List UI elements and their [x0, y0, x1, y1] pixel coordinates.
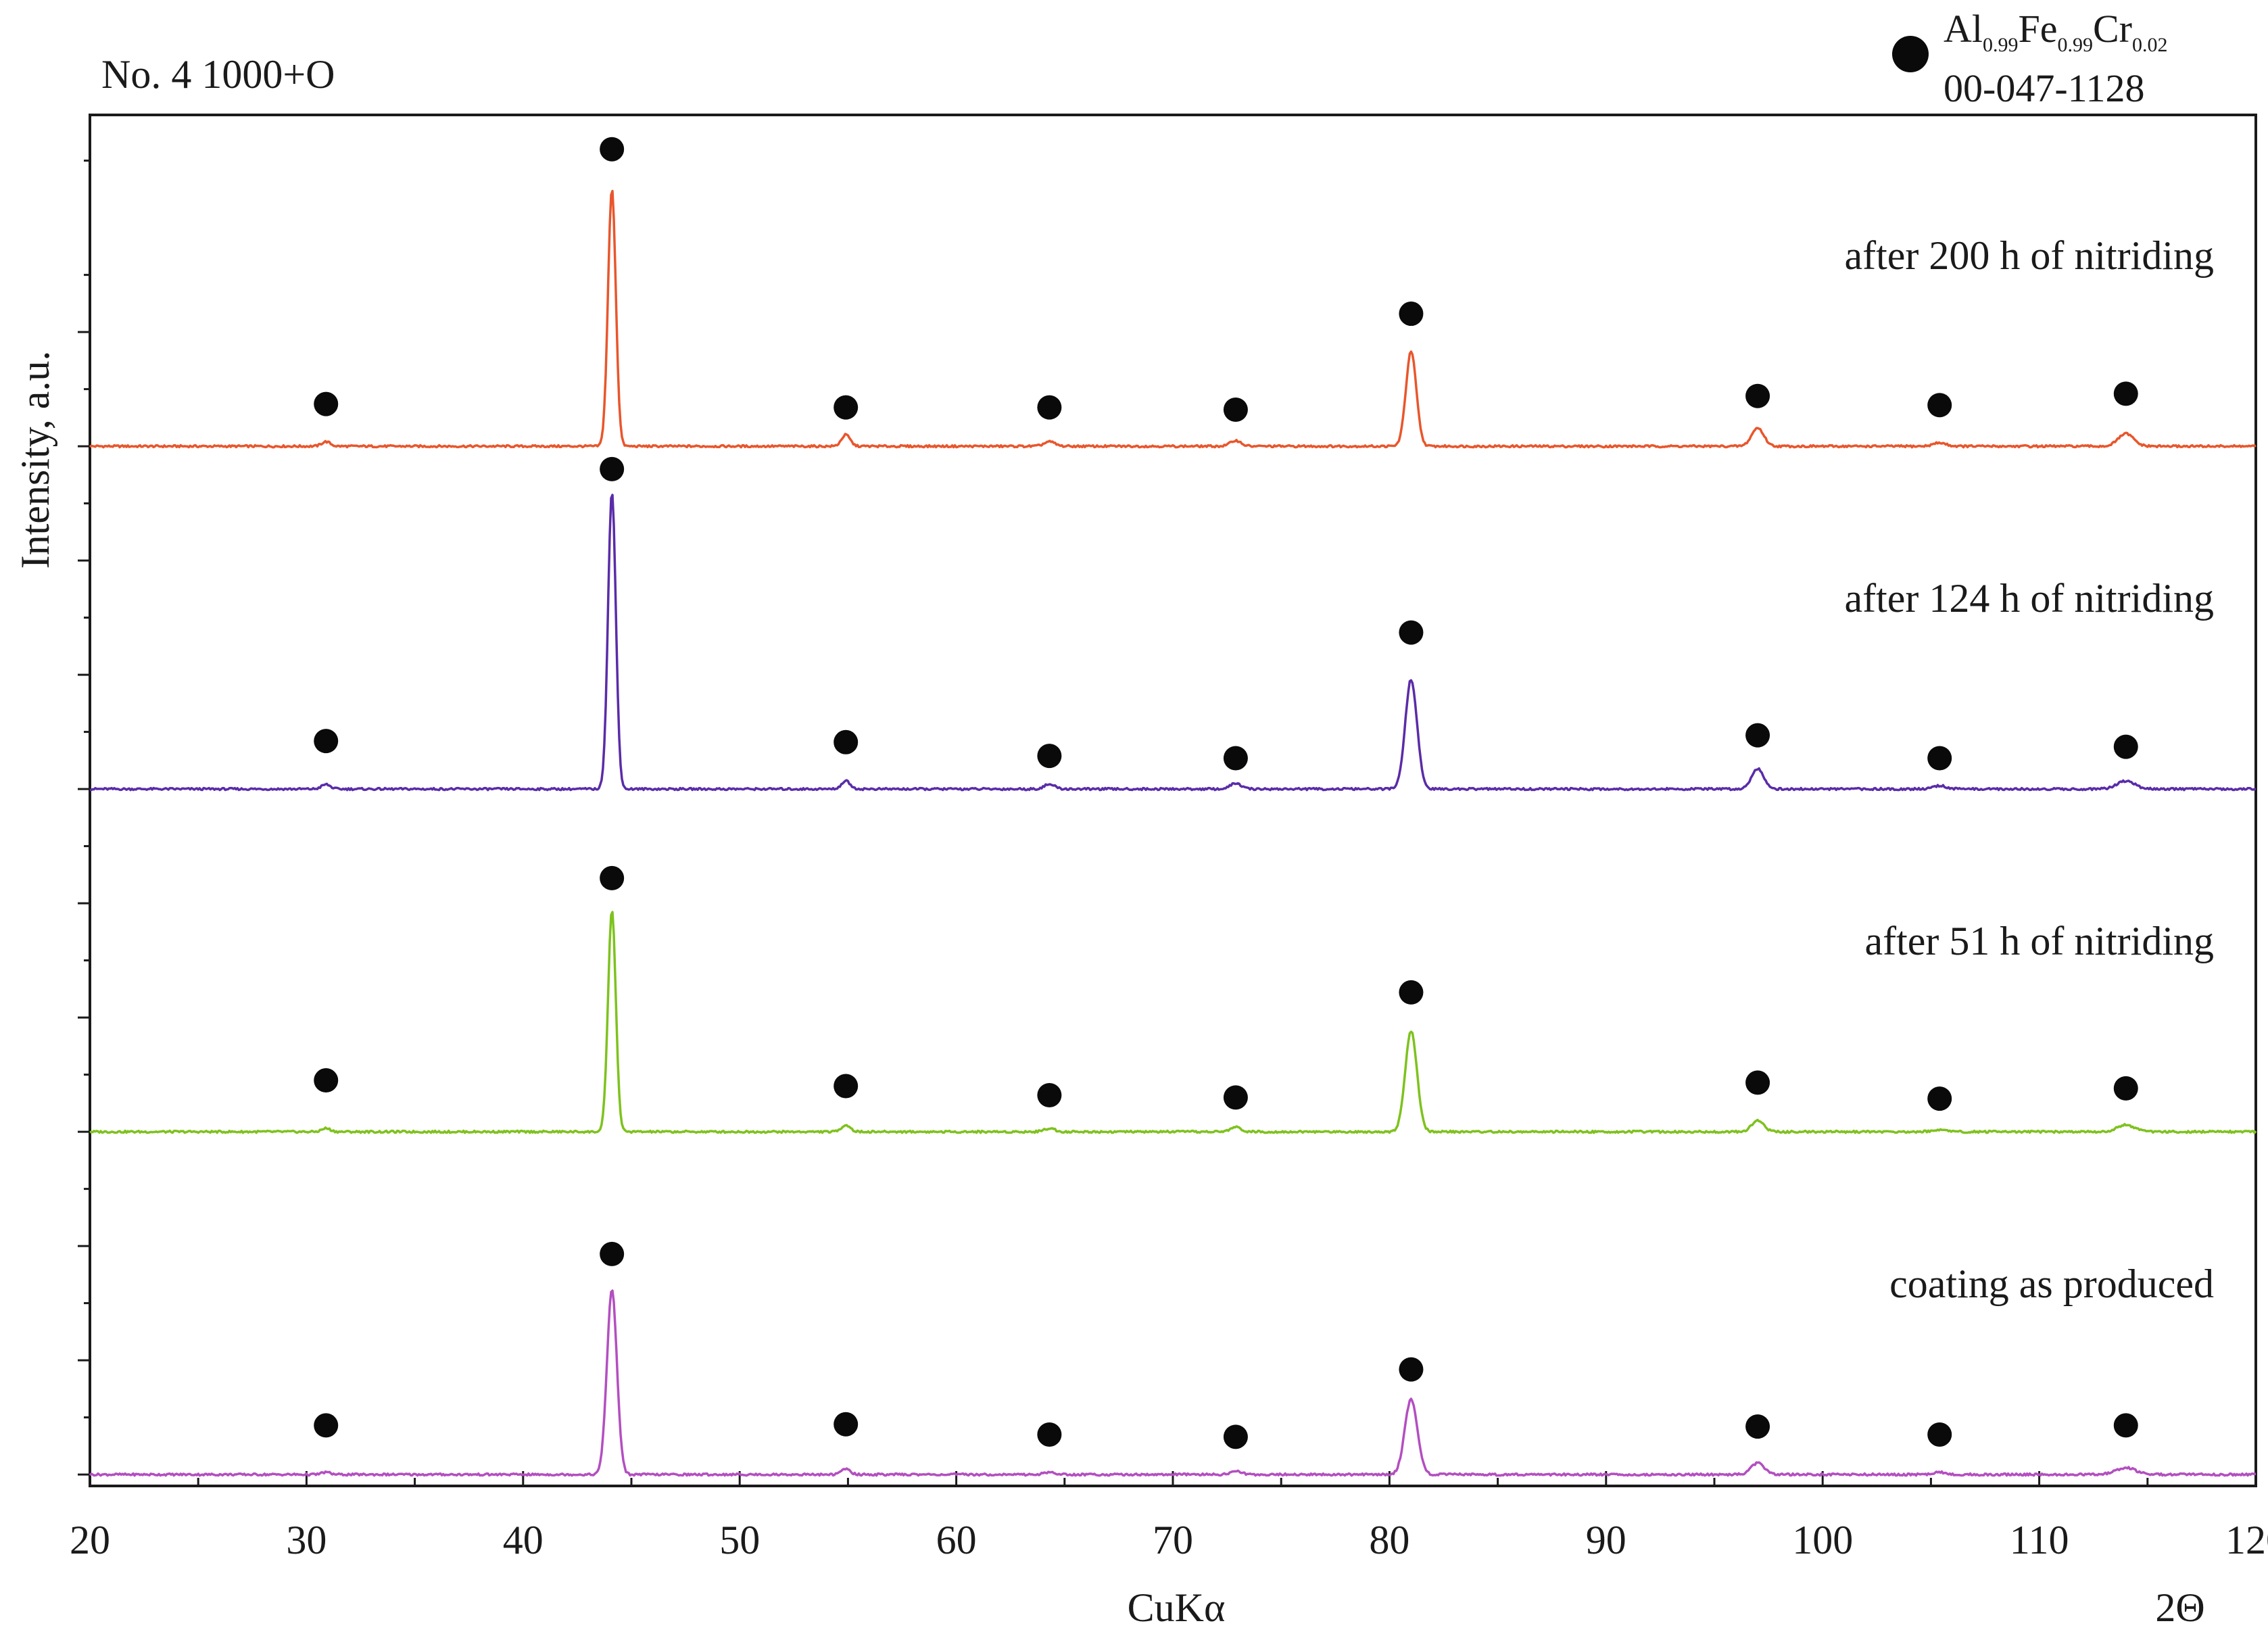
phase-marker — [1745, 383, 1770, 408]
phase-marker — [600, 456, 625, 481]
y-axis-label: Intensity, a.u. — [13, 351, 57, 569]
phase-marker — [1745, 1070, 1770, 1095]
x-tick-label: 60 — [936, 1518, 977, 1562]
series-group: after 200 h of nitriding — [89, 137, 2257, 449]
phase-marker — [1927, 746, 1952, 771]
phase-marker — [1927, 393, 1952, 418]
legend-card: 00-047-1128 — [1944, 66, 2144, 110]
x-axis-unit: 2Θ — [2155, 1585, 2204, 1630]
plot-area: 20 30 40 50 60 70 80 90 100 110 120 after 200 h of … — [70, 114, 2268, 1562]
legend-marker — [1892, 36, 1929, 72]
series-line — [89, 189, 2257, 449]
x-axis: 20 30 40 50 60 70 80 90 100 110 120 — [70, 1471, 2268, 1562]
series-group: after 51 h of nitriding — [89, 865, 2257, 1134]
x-tick-label: 40 — [503, 1518, 544, 1562]
legend: Al0.99Fe0.99Cr0.02 00-047-1128 — [1892, 7, 2168, 110]
phase-marker — [1223, 1424, 1248, 1449]
series-label: after 200 h of nitriding — [1844, 233, 2214, 278]
phase-marker — [1399, 620, 1424, 645]
series-label: after 124 h of nitriding — [1844, 576, 2214, 621]
x-tick-label: 100 — [1792, 1518, 1853, 1562]
phase-marker — [314, 1068, 339, 1093]
phase-marker — [1223, 398, 1248, 423]
series-group: coating as produced — [89, 1241, 2257, 1477]
series-line — [89, 1289, 2257, 1477]
phase-marker — [1037, 1083, 1062, 1108]
phase-marker — [1745, 723, 1770, 748]
x-tick-label: 50 — [719, 1518, 760, 1562]
phase-marker — [1037, 1422, 1062, 1447]
phase-marker — [314, 1413, 339, 1438]
y-axis — [78, 160, 90, 1476]
x-axis-label: CuKα — [1128, 1585, 1226, 1630]
phase-marker — [1223, 1085, 1248, 1110]
sample-label: No. 4 1000+O — [101, 52, 335, 97]
x-tick-label: 70 — [1153, 1518, 1193, 1562]
phase-marker — [2113, 1413, 2138, 1438]
series-line — [89, 494, 2257, 792]
phase-marker — [600, 865, 625, 890]
series-label: coating as produced — [1889, 1261, 2214, 1306]
legend-phase: Al0.99Fe0.99Cr0.02 — [1944, 7, 2168, 56]
phase-marker — [1399, 1357, 1424, 1382]
series-label: after 51 h of nitriding — [1864, 919, 2214, 963]
phase-marker — [1927, 1086, 1952, 1111]
phase-marker — [1399, 980, 1424, 1005]
phase-marker — [1927, 1422, 1952, 1447]
phase-marker — [314, 391, 339, 416]
phase-marker — [600, 1241, 625, 1266]
phase-marker — [1399, 302, 1424, 327]
x-tick-label: 20 — [70, 1518, 110, 1562]
phase-marker — [1745, 1414, 1770, 1439]
x-tick-label: 80 — [1369, 1518, 1409, 1562]
phase-marker — [834, 1074, 859, 1099]
x-tick-label: 120 — [2225, 1518, 2268, 1562]
phase-marker — [1223, 746, 1248, 771]
phase-marker — [834, 395, 859, 420]
x-tick-label: 110 — [2010, 1518, 2069, 1562]
x-tick-label: 30 — [286, 1518, 327, 1562]
phase-marker — [2113, 1076, 2138, 1101]
phase-marker — [314, 729, 339, 754]
phase-marker — [600, 137, 625, 162]
phase-marker — [2113, 381, 2138, 406]
series-group: after 124 h of nitriding — [89, 456, 2257, 792]
phase-marker — [2113, 734, 2138, 759]
x-tick-label: 90 — [1586, 1518, 1626, 1562]
phase-marker — [834, 729, 859, 754]
series-line — [89, 911, 2257, 1134]
phase-marker — [1037, 744, 1062, 769]
phase-marker — [1037, 395, 1062, 420]
phase-marker — [834, 1412, 859, 1437]
